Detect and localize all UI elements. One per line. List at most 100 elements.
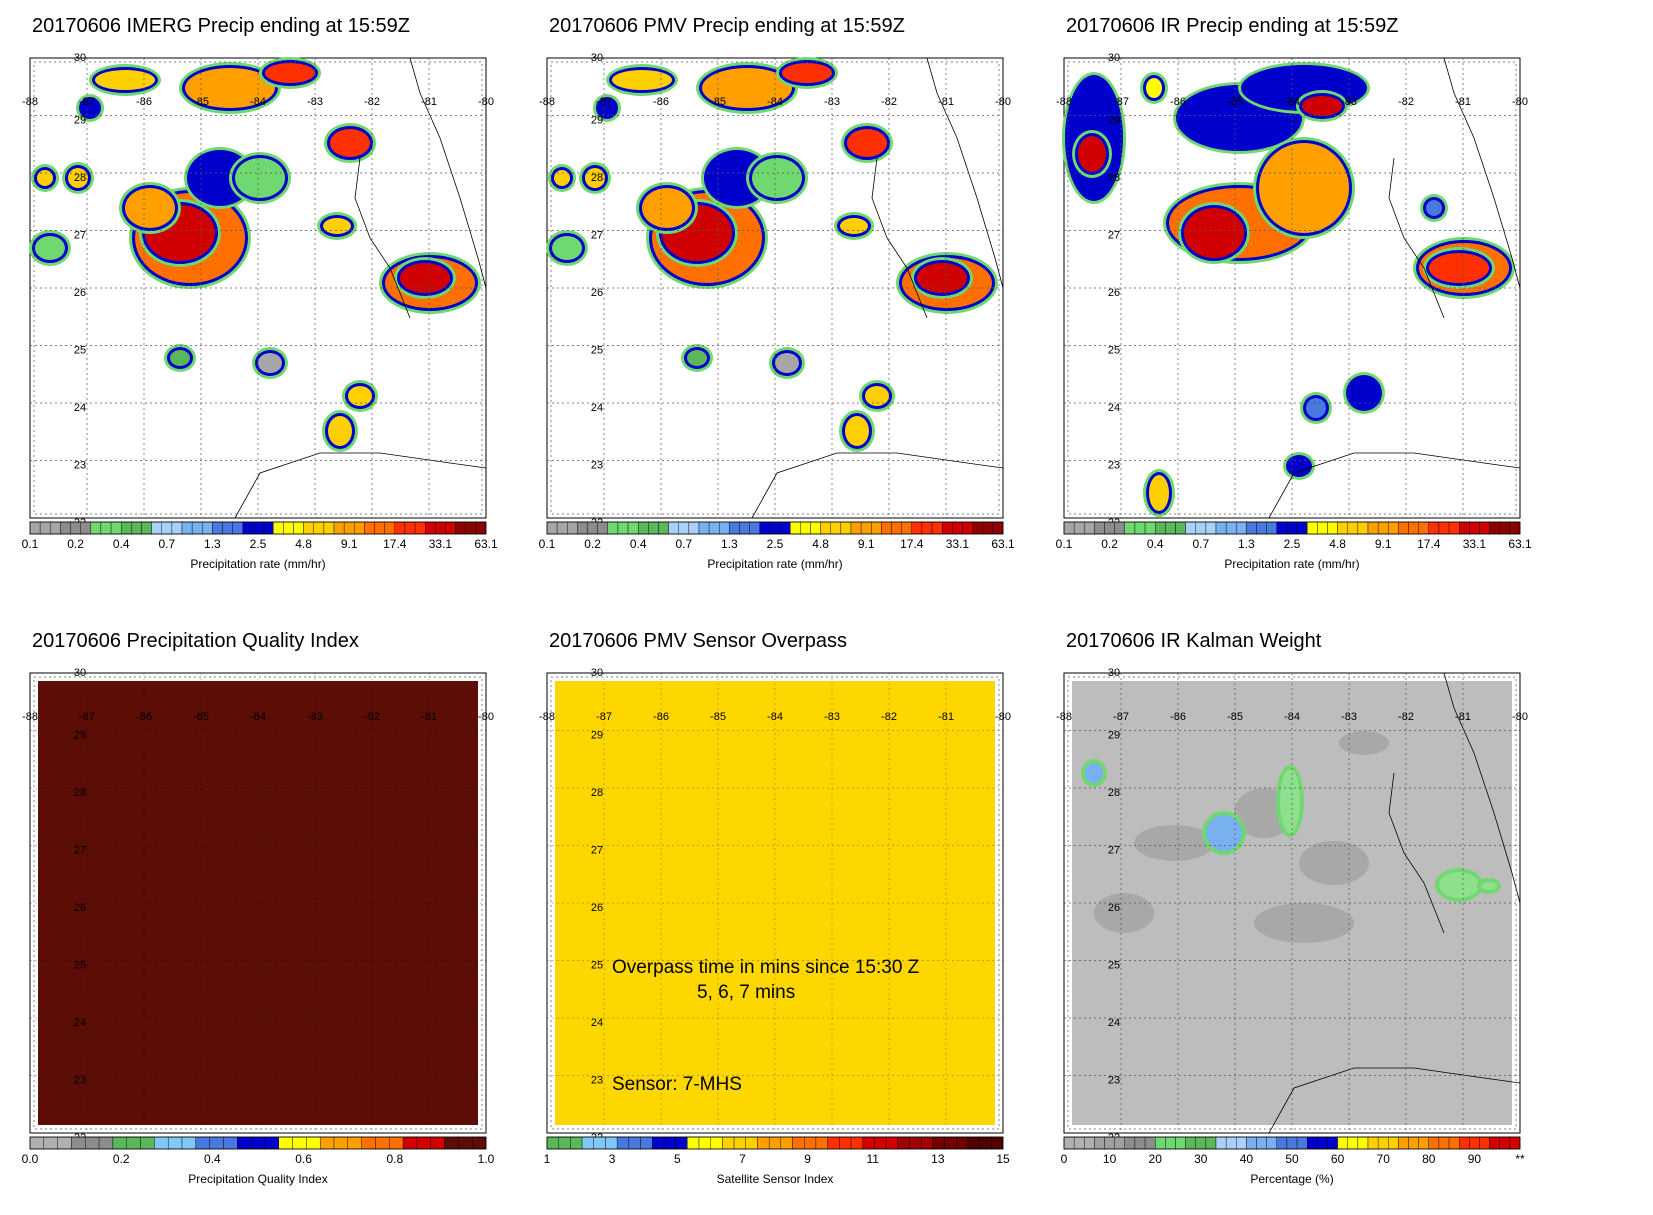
- colorbar-label: 7: [739, 1152, 746, 1166]
- lat-tick-label: 25: [74, 960, 86, 972]
- lat-tick-label: 24: [1108, 1017, 1120, 1029]
- lat-tick-label: 25: [1108, 345, 1120, 357]
- lon-tick-label: -86: [1170, 96, 1186, 108]
- colorbar-label: 0.1: [539, 537, 556, 551]
- colorbar-title: Satellite Sensor Index: [717, 1172, 834, 1186]
- lat-tick-label: 29: [74, 730, 86, 742]
- colorbar-label: 63.1: [1508, 537, 1532, 551]
- colorbar-label: 11: [866, 1152, 879, 1166]
- lon-tick-label: -84: [767, 711, 783, 723]
- lat-tick-label: 29: [74, 115, 86, 127]
- lon-tick-label: -83: [824, 96, 840, 108]
- lat-tick-label: 30: [591, 667, 603, 679]
- colorbar-label: 4.8: [295, 537, 312, 551]
- lon-tick-label: -88: [539, 711, 555, 723]
- colorbar-title: Precipitation rate (mm/hr): [707, 557, 842, 571]
- colorbar-label: 0.2: [584, 537, 601, 551]
- lon-tick-label: -87: [79, 711, 95, 723]
- lat-tick-label: 30: [74, 667, 86, 679]
- lat-tick-label: 26: [1108, 902, 1120, 914]
- colorbar-label: 4.8: [1329, 537, 1346, 551]
- colorbar-label: 17.4: [383, 537, 407, 551]
- colorbar-label: 60: [1331, 1152, 1345, 1166]
- colorbar-label: 3: [609, 1152, 616, 1166]
- panel-title: 20170606 IR Kalman Weight: [1066, 630, 1322, 652]
- lat-tick-label: 28: [591, 787, 603, 799]
- lon-tick-label: -82: [881, 96, 897, 108]
- colorbar-label: 63.1: [991, 537, 1015, 551]
- lat-tick-label: 26: [591, 902, 603, 914]
- lat-tick-label: 25: [591, 960, 603, 972]
- lon-tick-label: -83: [307, 96, 323, 108]
- lon-tick-label: -83: [824, 711, 840, 723]
- colorbar-label: **: [1515, 1152, 1525, 1166]
- lat-tick-label: 26: [591, 287, 603, 299]
- lat-tick-label: 26: [74, 287, 86, 299]
- lon-tick-label: -83: [1341, 711, 1357, 723]
- colorbar-label: 1.3: [204, 537, 221, 551]
- lat-tick-label: 30: [591, 52, 603, 64]
- lon-tick-label: -86: [653, 96, 669, 108]
- lon-tick-label: -81: [421, 96, 437, 108]
- lat-tick-label: 27: [591, 845, 603, 857]
- lon-tick-label: -80: [478, 96, 494, 108]
- lat-tick-label: 26: [1108, 287, 1120, 299]
- lon-tick-label: -81: [421, 711, 437, 723]
- lat-tick-label: 23: [1108, 1075, 1120, 1087]
- lon-tick-label: -85: [1227, 711, 1243, 723]
- overpass-annotation: Overpass time in mins since 15:30 Z: [612, 957, 920, 978]
- panel-title: 20170606 IMERG Precip ending at 15:59Z: [32, 15, 411, 37]
- colorbar-label: 0.2: [67, 537, 84, 551]
- panel-kalman: 20170606 IR Kalman Weight -88 -87 -86 -85 -84…: [1056, 615, 1544, 1215]
- lon-tick-label: -87: [596, 711, 612, 723]
- colorbar-label: 70: [1377, 1152, 1391, 1166]
- colorbar-label: 0.2: [1101, 537, 1118, 551]
- lon-tick-label: -88: [539, 96, 555, 108]
- panel-title: 20170606 IR Precip ending at 15:59Z: [1066, 15, 1399, 37]
- colorbar-label: 40: [1240, 1152, 1254, 1166]
- colorbar-label: 0: [1061, 1152, 1068, 1166]
- lon-tick-label: -85: [193, 711, 209, 723]
- colorbar-label: 90: [1468, 1152, 1482, 1166]
- lat-tick-label: 28: [1108, 787, 1120, 799]
- lat-tick-label: 27: [74, 230, 86, 242]
- lat-tick-label: 23: [591, 460, 603, 472]
- lat-tick-label: 23: [591, 1075, 603, 1087]
- colorbar-label: 2.5: [767, 537, 784, 551]
- panel-pqi: 20170606 Precipitation Quality Index -88-…: [22, 615, 510, 1215]
- lon-tick-label: -86: [136, 711, 152, 723]
- lon-tick-label: -84: [1284, 96, 1300, 108]
- lon-tick-label: -80: [478, 711, 494, 723]
- lat-tick-label: 28: [74, 787, 86, 799]
- colorbar-label: 0.4: [1147, 537, 1164, 551]
- lon-tick-label: -85: [710, 711, 726, 723]
- colorbar-label: 1.0: [478, 1152, 495, 1166]
- lon-tick-label: -88: [1056, 711, 1072, 723]
- colorbar-title: Precipitation rate (mm/hr): [190, 557, 325, 571]
- lon-tick-label: -87: [79, 96, 95, 108]
- colorbar-label: 33.1: [429, 537, 453, 551]
- lat-tick-label: 27: [1108, 230, 1120, 242]
- lon-tick-label: -88: [22, 96, 38, 108]
- lon-tick-label: -85: [1227, 96, 1243, 108]
- lat-tick-label: 30: [1108, 667, 1120, 679]
- lon-tick-label: -80: [995, 711, 1011, 723]
- panel-title: 20170606 PMV Precip ending at 15:59Z: [549, 15, 905, 37]
- colorbar-label: 20: [1149, 1152, 1163, 1166]
- lat-tick-label: 25: [591, 345, 603, 357]
- lon-tick-label: -83: [1341, 96, 1357, 108]
- lon-tick-label: -84: [1284, 711, 1300, 723]
- lon-tick-label: -87: [1113, 96, 1129, 108]
- colorbar-label: 9.1: [858, 537, 875, 551]
- lon-tick-label: -87: [596, 96, 612, 108]
- panel-title: 20170606 Precipitation Quality Index: [32, 630, 359, 652]
- lat-tick-label: 29: [1108, 730, 1120, 742]
- colorbar-label: 0.4: [204, 1152, 221, 1166]
- lat-tick-label: 23: [74, 1075, 86, 1087]
- colorbar-label: 0.1: [22, 537, 39, 551]
- colorbar-label: 0.8: [386, 1152, 403, 1166]
- colorbar-label: 15: [996, 1152, 1010, 1166]
- lat-tick-label: 23: [1108, 460, 1120, 472]
- colorbar-label: 50: [1285, 1152, 1299, 1166]
- colorbar-label: 30: [1194, 1152, 1208, 1166]
